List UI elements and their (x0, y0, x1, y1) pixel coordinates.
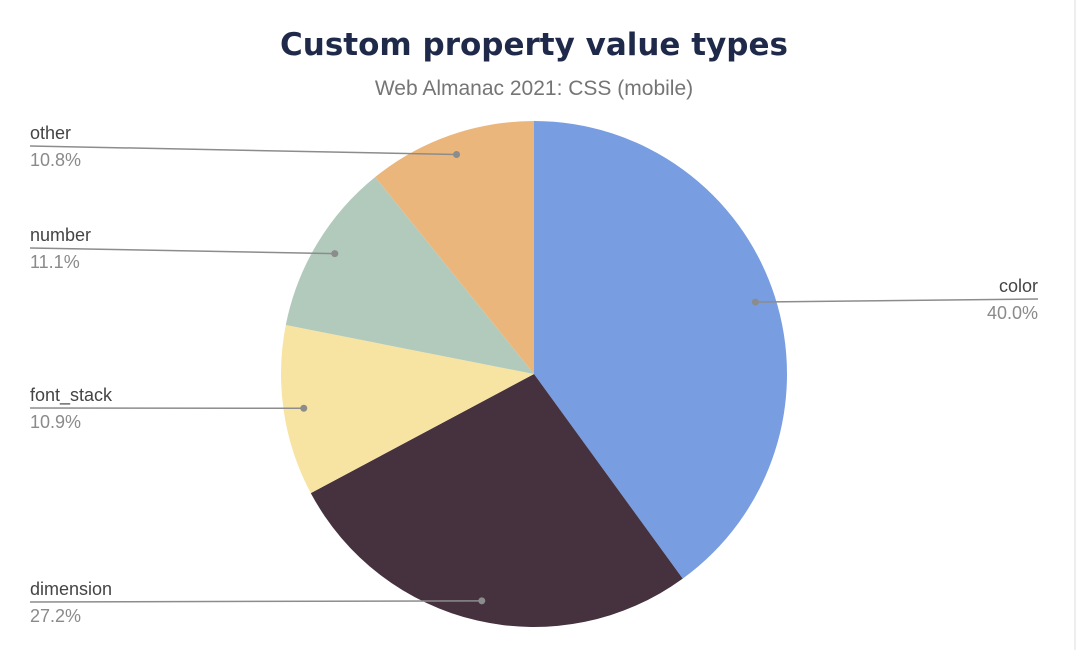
leader-dot-number (331, 250, 339, 258)
pie-slice-font-stack (281, 325, 534, 494)
chart-title: Custom property value types (280, 27, 788, 63)
frame-edge (1074, 0, 1076, 650)
slice-label-number: number (30, 225, 91, 245)
leader-line-number (29, 247, 335, 255)
pie-slice-number (285, 177, 534, 374)
slice-label-dimension: dimension (30, 579, 112, 599)
slice-label-other: other (30, 123, 71, 143)
slice-value-dimension: 27.2% (30, 606, 81, 626)
slice-value-other: 10.8% (30, 150, 81, 170)
leader-dot-dimension (478, 597, 486, 605)
slice-label-color: color (999, 276, 1038, 296)
leader-line-other (29, 145, 457, 156)
leader-line-dimension (29, 600, 482, 603)
slice-value-font-stack: 10.9% (30, 412, 81, 432)
chart-subtitle: Web Almanac 2021: CSS (mobile) (375, 77, 693, 100)
leader-line-color (755, 298, 1039, 303)
slice-value-number: 11.1% (30, 252, 80, 272)
leader-dot-other (453, 151, 461, 159)
pie-slice-other (375, 121, 534, 374)
pie-labels: color 40.0% dimension 27.2% font_stack 10.9% n… (29, 123, 1039, 626)
slice-label-font-stack: font_stack (30, 385, 113, 406)
pie-slices (281, 121, 788, 627)
leader-dot-color (751, 298, 759, 306)
pie-slice-color (534, 121, 788, 579)
pie-slice-dimension (310, 374, 683, 627)
slice-value-color: 40.0% (987, 303, 1038, 323)
leader-dot-font-stack (300, 404, 308, 412)
